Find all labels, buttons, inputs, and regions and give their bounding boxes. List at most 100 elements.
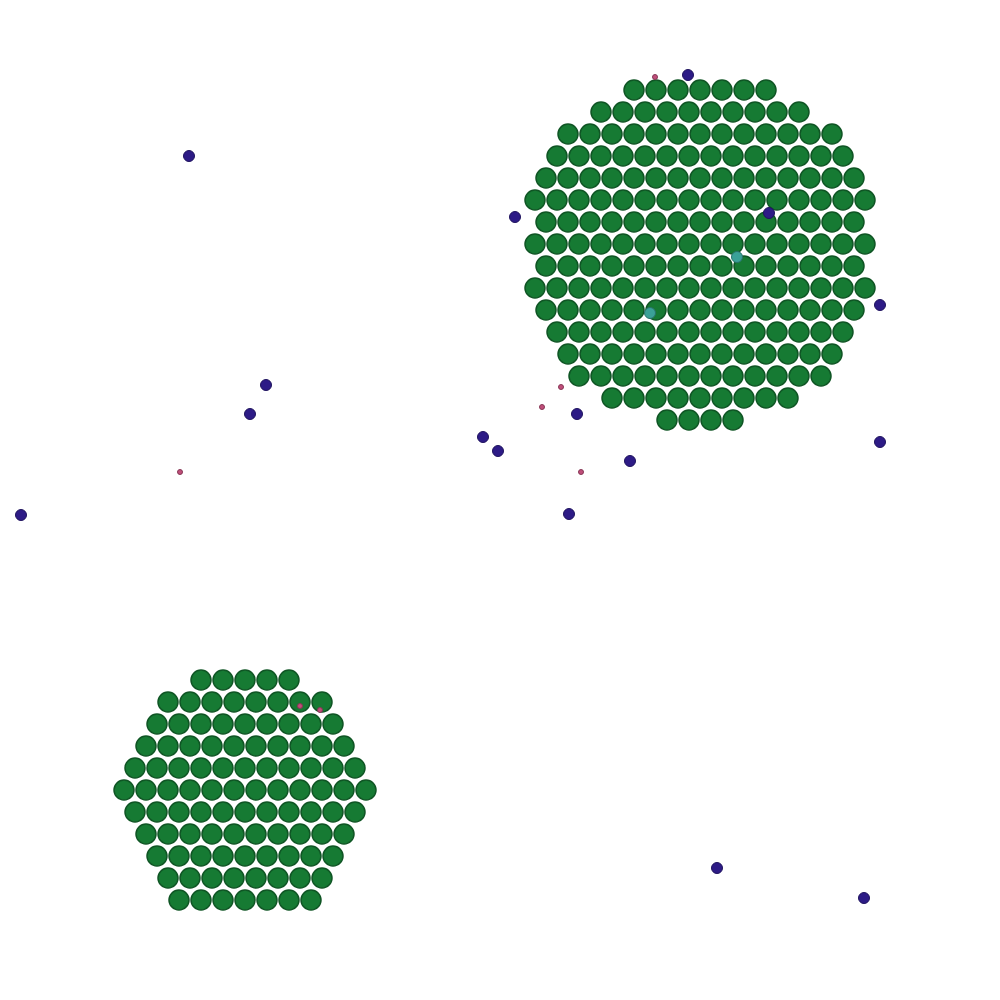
point bbox=[767, 234, 787, 254]
point bbox=[301, 714, 321, 734]
point bbox=[257, 802, 277, 822]
point bbox=[613, 146, 633, 166]
point bbox=[136, 824, 156, 844]
point bbox=[679, 190, 699, 210]
point bbox=[734, 344, 754, 364]
point bbox=[624, 212, 644, 232]
point bbox=[569, 234, 589, 254]
point bbox=[257, 714, 277, 734]
point bbox=[833, 190, 853, 210]
point bbox=[235, 802, 255, 822]
point bbox=[547, 190, 567, 210]
point bbox=[767, 278, 787, 298]
point bbox=[690, 124, 710, 144]
point bbox=[136, 780, 156, 800]
point bbox=[180, 780, 200, 800]
point bbox=[767, 322, 787, 342]
point bbox=[657, 102, 677, 122]
point bbox=[180, 824, 200, 844]
point bbox=[653, 75, 658, 80]
point bbox=[712, 212, 732, 232]
point bbox=[778, 168, 798, 188]
point bbox=[301, 758, 321, 778]
point bbox=[268, 736, 288, 756]
point bbox=[635, 322, 655, 342]
point bbox=[668, 168, 688, 188]
point bbox=[169, 802, 189, 822]
point bbox=[833, 278, 853, 298]
point bbox=[224, 692, 244, 712]
point bbox=[701, 102, 721, 122]
point bbox=[202, 868, 222, 888]
point bbox=[822, 256, 842, 276]
point bbox=[224, 868, 244, 888]
point bbox=[624, 388, 644, 408]
point bbox=[591, 234, 611, 254]
point bbox=[246, 692, 266, 712]
point bbox=[778, 212, 798, 232]
point bbox=[833, 234, 853, 254]
point bbox=[323, 758, 343, 778]
point bbox=[701, 410, 721, 430]
point bbox=[290, 692, 310, 712]
point bbox=[602, 344, 622, 364]
point bbox=[569, 190, 589, 210]
point bbox=[213, 670, 233, 690]
point bbox=[668, 388, 688, 408]
point bbox=[745, 366, 765, 386]
point bbox=[602, 300, 622, 320]
point bbox=[712, 80, 732, 100]
point bbox=[657, 366, 677, 386]
point bbox=[191, 890, 211, 910]
point bbox=[169, 846, 189, 866]
point bbox=[833, 322, 853, 342]
point bbox=[257, 890, 277, 910]
point bbox=[158, 868, 178, 888]
series-group bbox=[16, 70, 886, 904]
point bbox=[734, 212, 754, 232]
point bbox=[764, 208, 775, 219]
point bbox=[564, 509, 575, 520]
point bbox=[591, 146, 611, 166]
series-group bbox=[178, 75, 658, 713]
point bbox=[246, 736, 266, 756]
point bbox=[547, 146, 567, 166]
point bbox=[745, 322, 765, 342]
point bbox=[822, 168, 842, 188]
point bbox=[657, 190, 677, 210]
point bbox=[356, 780, 376, 800]
point bbox=[180, 736, 200, 756]
point bbox=[510, 212, 521, 223]
point bbox=[235, 890, 255, 910]
point bbox=[213, 846, 233, 866]
chart bbox=[0, 0, 1000, 1000]
point bbox=[712, 863, 723, 874]
point bbox=[147, 802, 167, 822]
point bbox=[668, 344, 688, 364]
point bbox=[580, 212, 600, 232]
point bbox=[844, 212, 864, 232]
point bbox=[547, 234, 567, 254]
point bbox=[202, 736, 222, 756]
point bbox=[613, 278, 633, 298]
point bbox=[624, 168, 644, 188]
point bbox=[767, 190, 787, 210]
point bbox=[213, 758, 233, 778]
point bbox=[800, 344, 820, 364]
point bbox=[712, 388, 732, 408]
point bbox=[624, 80, 644, 100]
point bbox=[125, 758, 145, 778]
point bbox=[657, 278, 677, 298]
point bbox=[136, 736, 156, 756]
point bbox=[323, 714, 343, 734]
point bbox=[723, 410, 743, 430]
point bbox=[602, 256, 622, 276]
point bbox=[800, 300, 820, 320]
point bbox=[202, 780, 222, 800]
point bbox=[789, 146, 809, 166]
point bbox=[301, 890, 321, 910]
point bbox=[318, 708, 323, 713]
point bbox=[536, 212, 556, 232]
point bbox=[734, 80, 754, 100]
point bbox=[712, 124, 732, 144]
